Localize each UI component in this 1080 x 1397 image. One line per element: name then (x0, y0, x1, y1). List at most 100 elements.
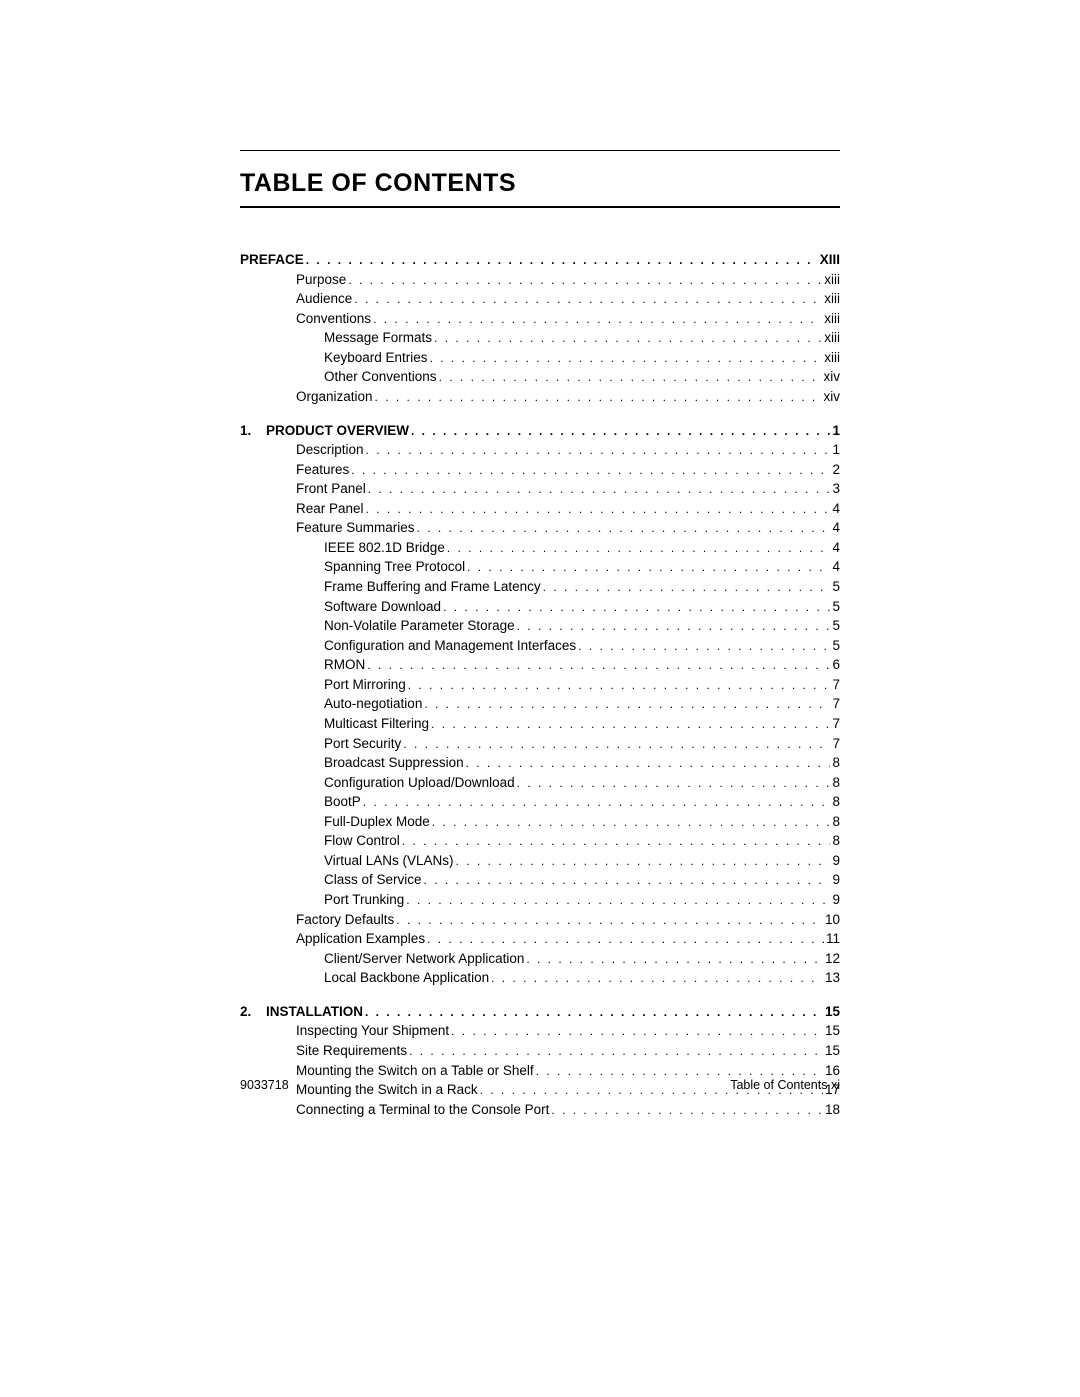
table-of-contents: PREFACEXIIIPurposexiiiAudiencexiiiConven… (240, 250, 840, 1119)
leader-dots (371, 311, 824, 328)
toc-entry-row: Organization xiv (240, 387, 840, 407)
toc-entry-row: Local Backbone Application 13 (240, 968, 840, 988)
leader-dots (441, 599, 832, 616)
toc-entry-page: 7 (832, 714, 840, 734)
leader-dots (437, 369, 824, 386)
toc-entry-page: xiii (824, 270, 840, 290)
toc-entry-row: RMON6 (240, 655, 840, 675)
leader-dots (363, 1004, 825, 1021)
toc-entry-page: 4 (832, 499, 840, 519)
toc-entry-label: Port Trunking (324, 890, 404, 910)
toc-chapter-page: 1 (832, 421, 840, 441)
toc-heading-page: XIII (820, 250, 840, 270)
toc-entry-page: 5 (832, 616, 840, 636)
toc-entry-label: Feature Summaries (296, 518, 415, 538)
toc-entry-page: xiv (824, 367, 841, 387)
toc-entry-page: 8 (832, 831, 840, 851)
toc-entry-label: Keyboard Entries (324, 348, 428, 368)
toc-entry-page: 1 (832, 440, 840, 460)
toc-entry-row: Inspecting Your Shipment15 (240, 1021, 840, 1041)
toc-entry-page: 13 (825, 968, 840, 988)
toc-chapter-row: 1.PRODUCT OVERVIEW1 (240, 421, 840, 441)
leader-dots (445, 540, 833, 557)
leader-dots (407, 1043, 825, 1060)
toc-entry-page: 9 (832, 851, 840, 871)
toc-entry-page: 7 (832, 694, 840, 714)
leader-dots (454, 853, 833, 870)
leader-dots (515, 618, 833, 635)
toc-entry-row: Class of Service9 (240, 870, 840, 890)
toc-entry-row: Frame Buffering and Frame Latency5 (240, 577, 840, 597)
toc-entry-page: 4 (832, 557, 840, 577)
toc-entry-page: 5 (832, 597, 840, 617)
toc-entry-row: Broadcast Suppression8 (240, 753, 840, 773)
leader-dots (524, 951, 825, 968)
toc-entry-row: Front Panel3 (240, 479, 840, 499)
toc-entry-row: Conventionsxiii (240, 309, 840, 329)
toc-entry-label: Conventions (296, 309, 371, 329)
leader-dots (465, 559, 832, 576)
toc-entry-row: Connecting a Terminal to the Console Por… (240, 1100, 840, 1120)
toc-entry-row: Auto-negotiation7 (240, 694, 840, 714)
toc-entry-page: 7 (832, 675, 840, 695)
toc-entry-label: Port Mirroring (324, 675, 406, 695)
leader-dots (576, 638, 832, 655)
toc-entry-row: Factory Defaults 10 (240, 910, 840, 930)
toc-entry-page: 15 (825, 1021, 840, 1041)
toc-entry-label: Organization (296, 387, 373, 407)
toc-entry-label: Connecting a Terminal to the Console Por… (296, 1100, 549, 1120)
toc-entry-page: 12 (825, 949, 840, 969)
leader-dots (429, 716, 832, 733)
toc-entry-page: 5 (832, 636, 840, 656)
page-title: TABLE OF CONTENTS (240, 169, 840, 198)
toc-entry-row: Description1 (240, 440, 840, 460)
toc-entry-page: 9 (832, 890, 840, 910)
toc-entry-row: Configuration Upload/Download8 (240, 773, 840, 793)
toc-entry-label: Purpose (296, 270, 346, 290)
toc-entry-row: Port Security7 (240, 734, 840, 754)
page: TABLE OF CONTENTS PREFACEXIIIPurposexiii… (0, 0, 1080, 1193)
toc-entry-label: Flow Control (324, 831, 400, 851)
toc-chapter-page: 15 (825, 1002, 840, 1022)
leader-dots (364, 501, 833, 518)
toc-entry-page: 6 (832, 655, 840, 675)
leader-dots (400, 833, 833, 850)
leader-dots (401, 736, 832, 753)
toc-entry-row: Site Requirements15 (240, 1041, 840, 1061)
leader-dots (422, 872, 833, 889)
leader-dots (541, 579, 833, 596)
toc-entry-page: 8 (832, 753, 840, 773)
toc-entry-row: Features2 (240, 460, 840, 480)
toc-entry-page: 15 (825, 1041, 840, 1061)
toc-entry-label: Other Conventions (324, 367, 437, 387)
toc-entry-row: Client/Server Network Application 12 (240, 949, 840, 969)
toc-entry-label: Factory Defaults (296, 910, 394, 930)
toc-entry-row: Purpose xiii (240, 270, 840, 290)
toc-entry-row: Feature Summaries4 (240, 518, 840, 538)
leader-dots (464, 755, 833, 772)
toc-section: 2.INSTALLATION15Inspecting Your Shipment… (240, 1002, 840, 1119)
leader-dots (422, 696, 832, 713)
toc-entry-label: Configuration Upload/Download (324, 773, 515, 793)
toc-entry-page: 8 (832, 812, 840, 832)
toc-entry-row: Keyboard Entriesxiii (240, 348, 840, 368)
toc-entry-label: Local Backbone Application (324, 968, 489, 988)
toc-entry-page: 10 (825, 910, 840, 930)
toc-entry-page: 7 (832, 734, 840, 754)
toc-entry-row: Software Download 5 (240, 597, 840, 617)
toc-entry-label: Software Download (324, 597, 441, 617)
toc-entry-row: Port Mirroring 7 (240, 675, 840, 695)
toc-entry-page: 8 (832, 792, 840, 812)
toc-entry-page: xiv (824, 387, 841, 407)
leader-dots (549, 1102, 825, 1119)
toc-entry-label: Non-Volatile Parameter Storage (324, 616, 515, 636)
rule-top (240, 150, 840, 151)
toc-entry-label: BootP (324, 792, 361, 812)
toc-entry-label: Front Panel (296, 479, 366, 499)
toc-chapter-row: 2.INSTALLATION15 (240, 1002, 840, 1022)
leader-dots (352, 291, 824, 308)
toc-entry-row: Spanning Tree Protocol4 (240, 557, 840, 577)
toc-entry-row: Multicast Filtering 7 (240, 714, 840, 734)
toc-entry-label: Multicast Filtering (324, 714, 429, 734)
toc-entry-label: Client/Server Network Application (324, 949, 524, 969)
